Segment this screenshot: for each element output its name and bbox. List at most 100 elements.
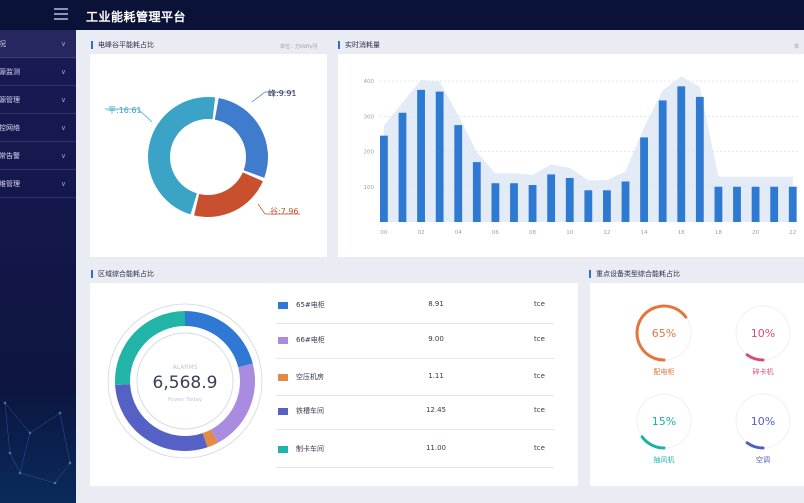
sidebar-item-label: 控网络 [0,124,20,132]
gauge-label: 碎卡机 [752,368,774,376]
chevron-down-icon: ∨ [60,40,66,48]
chevron-down-icon: ∨ [60,96,66,104]
gauge-percent: 10% [751,327,775,340]
legend-swatch [278,374,288,381]
y-tick-label: 400 [364,79,375,85]
x-tick-label: 10 [566,230,573,236]
chevron-down-icon: ∨ [60,68,66,76]
bar [417,89,425,222]
legend-value: 1.11 [428,372,444,380]
gauge-label: 空调 [756,456,770,464]
ring-bottom-text: Power Today [168,397,203,403]
legend-row: 空压机房 1.11 tce [276,366,554,396]
realtime-unit: 单 [794,44,800,50]
app-title: 工业能耗管理平台 [86,10,187,24]
top-bar: 工业能耗管理平台 [0,0,804,30]
bar [751,186,760,222]
sidebar-item-maintenance[interactable]: 维管理 ∨ [0,170,76,198]
x-tick-label: 20 [752,230,759,236]
legend-value: 8.91 [428,300,444,308]
x-tick-label: 14 [641,230,648,236]
sidebar-item-alarms[interactable]: 常告警 ∨ [0,142,76,170]
x-tick-label: 22 [789,230,796,236]
gauge-arc [745,353,765,362]
x-tick-label: 04 [455,230,462,236]
ring-segment [115,384,208,451]
y-tick-label: 300 [364,114,375,120]
realtime-bar-chart: 100 200 300 400 00 02 04 06 08 10 12 14 16 18 20 22 [364,76,800,236]
legend-swatch [278,337,288,344]
valley-label: 谷:7.96 [270,207,299,216]
peak-label: 峰:9.91 [268,88,297,98]
bar [510,183,518,222]
legend-name: 空压机房 [296,373,324,381]
legend-unit: tce [534,372,545,380]
peak-valley-title: 电峰谷平能耗占比 [91,41,154,49]
legend-name: 66#电柜 [296,336,325,344]
y-tick-label: 100 [364,185,375,191]
gauge-arc [635,304,688,362]
donut-slice [214,97,268,178]
sidebar-item-label: 常告警 [0,152,20,160]
equipment-title: 重点设备类型综合能耗占比 [589,270,680,278]
region-card: ALARMS 6,568.9 Power Today [90,283,578,486]
realtime-title: 实时消耗量 [338,41,380,49]
sidebar-item-label: 况 [0,40,6,48]
legend-row: 65#电柜 8.91 tce [276,294,554,324]
chevron-down-icon: ∨ [60,180,66,188]
legend-row: 66#电柜 9.00 tce [276,329,554,359]
chevron-down-icon: ∨ [60,152,66,160]
bar [677,86,686,222]
x-tick-label: 12 [603,230,610,236]
region-ring-chart: ALARMS 6,568.9 Power Today [107,303,263,459]
legend-row: 铁槽车间 12.45 tce [276,400,554,430]
legend-value: 11.00 [425,444,447,452]
donut-slice [194,172,263,217]
gauge-label: 抽风机 [653,456,675,464]
area-series [380,76,793,222]
bar [454,125,463,222]
gauge-arc [745,441,765,450]
ring-segment [202,429,219,448]
bar [621,181,630,222]
bar [398,112,407,222]
bar [603,190,611,222]
legend-unit: tce [534,335,545,343]
realtime-card: 100 200 300 400 00 02 04 06 08 10 12 14 16 18 20 22 [338,54,804,257]
donut-slice [148,97,216,215]
bar [695,96,704,222]
sidebar-item-label: 维管理 [0,180,20,188]
gauge-label: 配电柜 [653,368,675,376]
sidebar-item-label: 源监测 [0,68,20,76]
x-tick-label: 18 [715,230,722,236]
legend-unit: tce [534,300,545,308]
sidebar-item-energy-management[interactable]: 源管理 ∨ [0,86,76,114]
x-tick-label: 16 [678,230,685,236]
gauge-percent: 15% [652,415,676,428]
bar [733,186,741,222]
legend-swatch [278,302,288,309]
x-tick-label: 00 [380,230,387,236]
bar [658,100,667,222]
sidebar: 况 ∨ 源监测 ∨ 源管理 ∨ 控网络 ∨ 常告警 ∨ 维管理 ∨ [0,30,76,503]
bar [640,137,648,222]
sidebar-item-control-network[interactable]: 控网络 ∨ [0,114,76,142]
legend-row: 制卡车间 11.00 tce [276,438,554,468]
gauge-percent: 65% [652,327,676,340]
legend-value: 9.00 [428,335,444,343]
bar [565,177,574,222]
x-tick-label: 08 [529,230,536,236]
bar [788,186,797,222]
legend-name: 制卡车间 [296,445,324,453]
gauge-arc [640,435,666,450]
peak-valley-unit: 单位：万kWh/月 [280,44,318,50]
sidebar-item-monitoring[interactable]: 源监测 ∨ [0,58,76,86]
sidebar-item-overview[interactable]: 况 ∨ [0,30,76,58]
equipment-card: 65% 10% 15% 10% 配电柜 碎卡机 抽风机 空调 [590,283,804,486]
menu-toggle-icon[interactable] [54,8,68,20]
y-tick-label: 200 [364,150,375,156]
legend-swatch [278,446,288,453]
bar [714,186,723,222]
peak-valley-card: 峰:9.91 谷:7.96 平:16.61 [90,54,327,257]
flat-label: 平:16.61 [108,106,142,115]
